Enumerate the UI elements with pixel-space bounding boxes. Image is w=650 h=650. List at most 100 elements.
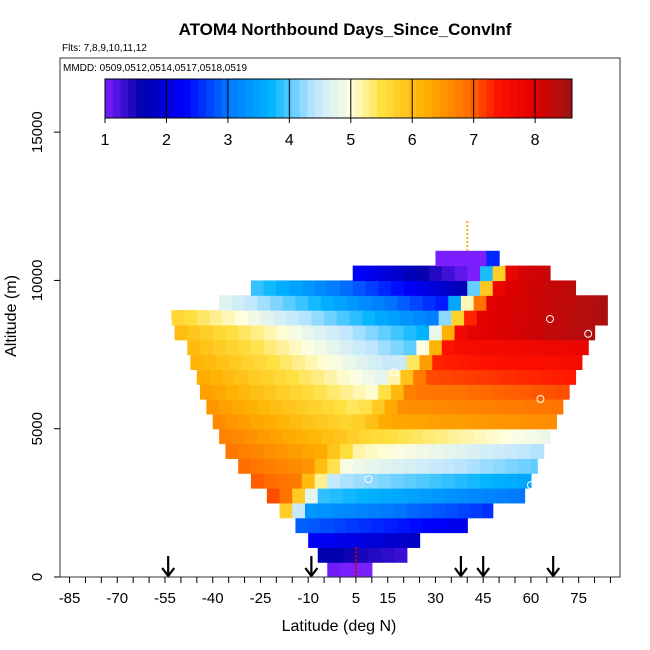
heatmap-cell xyxy=(378,443,392,459)
heatmap-cell xyxy=(410,428,424,445)
heatmap-cell xyxy=(250,413,265,430)
heatmap-cell xyxy=(384,517,398,534)
arrow-marker xyxy=(476,556,491,578)
heatmap-cell xyxy=(308,428,322,445)
heatmap-cell xyxy=(400,310,414,326)
heatmap-cell xyxy=(200,384,214,400)
heatmap-cell xyxy=(451,369,465,385)
colorbar-segment xyxy=(182,79,192,118)
heatmap-cell xyxy=(308,517,322,534)
heatmap-cell xyxy=(340,413,354,430)
heatmap-cell xyxy=(378,339,392,356)
heatmap-cell xyxy=(381,488,395,504)
heatmap-cell xyxy=(365,443,379,459)
heatmap-cell xyxy=(352,473,367,489)
heatmap-cell xyxy=(263,443,277,459)
heatmap-cell xyxy=(359,399,373,415)
heatmap-cell xyxy=(518,280,532,296)
heatmap-cell xyxy=(486,399,500,415)
heatmap-cell xyxy=(384,428,398,445)
heatmap-cell xyxy=(515,310,529,326)
heatmap-cell xyxy=(343,547,357,563)
heatmap-cell xyxy=(289,280,303,296)
heatmap-cell xyxy=(352,339,367,356)
colorbar-segment xyxy=(564,79,573,118)
heatmap-cell xyxy=(480,339,494,356)
heatmap-cell xyxy=(499,428,513,445)
heatmap-cell xyxy=(225,384,239,400)
heatmap-cell xyxy=(397,517,411,534)
heatmap-cell xyxy=(384,399,398,415)
colorbar-segment xyxy=(447,79,456,118)
heatmap-cell xyxy=(480,443,494,459)
heatmap-cell xyxy=(505,339,519,356)
heatmap-cell xyxy=(505,280,519,296)
heatmap-cell xyxy=(416,473,430,489)
heatmap-cell xyxy=(403,458,417,474)
heatmap-cell xyxy=(467,384,481,400)
heatmap-cell xyxy=(340,384,354,400)
heatmap-cell xyxy=(238,324,252,341)
heatmap-cell xyxy=(346,295,360,311)
heatmap-cell xyxy=(270,399,284,415)
heatmap-cell xyxy=(340,458,354,474)
y-tick-label: 5000 xyxy=(29,412,46,445)
flights-label: Flts: 7,8,9,10,11,12 xyxy=(62,43,147,54)
heatmap-cell xyxy=(387,369,402,385)
colorbar-segment xyxy=(533,79,542,118)
heatmap-cell xyxy=(320,517,335,534)
heatmap-cell xyxy=(371,532,386,548)
heatmap-cell xyxy=(406,488,421,504)
heatmap-cell xyxy=(317,547,332,563)
heatmap-cell xyxy=(403,473,417,489)
heatmap-cell xyxy=(333,295,347,311)
heatmap-cell xyxy=(298,369,312,385)
colorbar-segment xyxy=(509,79,519,118)
heatmap-cell xyxy=(250,324,265,341)
heatmap-cell xyxy=(247,369,262,385)
heatmap-cell xyxy=(250,473,265,489)
heatmap-cell xyxy=(473,399,487,415)
heatmap-cell xyxy=(314,473,328,489)
heatmap-cell xyxy=(457,488,472,504)
colorbar-tick-label: 6 xyxy=(408,132,417,149)
heatmap-cell xyxy=(403,280,417,296)
heatmap-cell xyxy=(225,413,239,430)
heatmap-cell xyxy=(365,265,379,282)
colorbar-segment xyxy=(416,79,425,118)
heatmap-cell xyxy=(279,488,293,504)
x-tick-label: -25 xyxy=(250,590,272,607)
heatmap-cell xyxy=(174,324,188,341)
heatmap-cell xyxy=(416,443,430,459)
heatmap-cell xyxy=(317,354,332,370)
heatmap-cell xyxy=(231,399,246,415)
heatmap-cell xyxy=(365,562,373,578)
heatmap-cell xyxy=(311,369,325,385)
heatmap-cell xyxy=(518,458,532,474)
x-axis-label: Latitude (deg N) xyxy=(282,618,397,635)
heatmap-cell xyxy=(273,369,287,385)
heatmap-cell xyxy=(257,428,271,445)
heatmap-cell xyxy=(476,369,491,385)
heatmap-cell xyxy=(473,428,487,445)
heatmap-cell xyxy=(441,384,456,400)
heatmap-cell xyxy=(505,458,519,474)
colorbar-segment xyxy=(400,79,410,118)
heatmap-cell xyxy=(340,339,354,356)
heatmap-cell xyxy=(320,532,335,548)
heatmap-cell xyxy=(492,458,507,474)
heatmap-cell xyxy=(429,324,443,341)
heatmap-cell xyxy=(454,413,468,430)
heatmap-cell xyxy=(480,458,494,474)
heatmap-cell xyxy=(352,443,367,459)
heatmap-cell xyxy=(390,384,405,400)
heatmap-cell xyxy=(276,473,290,489)
heatmap-cell xyxy=(537,295,551,311)
heatmap-cell xyxy=(378,473,392,489)
heatmap-cell xyxy=(285,310,300,326)
heatmap-cell xyxy=(441,473,456,489)
heatmap-cell xyxy=(359,295,373,311)
heatmap-cell xyxy=(553,310,567,326)
heatmap-cell xyxy=(263,280,277,296)
heatmap-cell xyxy=(429,458,443,474)
